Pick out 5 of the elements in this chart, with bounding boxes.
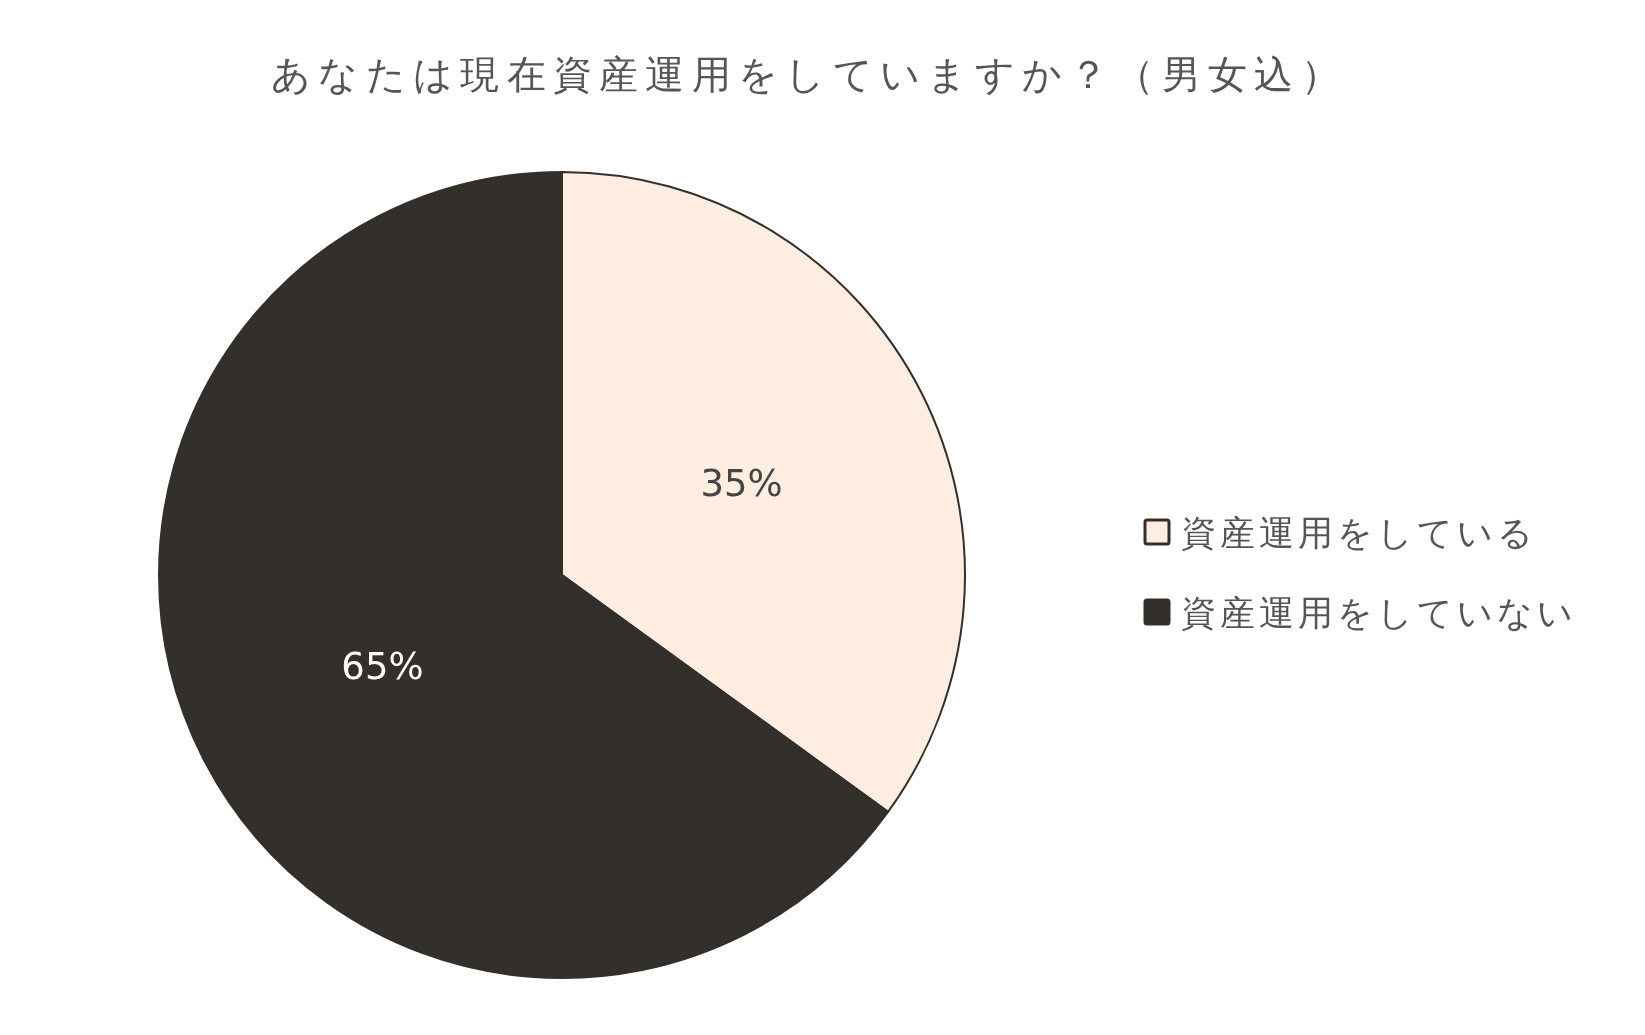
legend-label: 資産運用をしている [1181, 512, 1537, 553]
legend-label: 資産運用をしていない [1181, 592, 1577, 633]
chart-title: あなたは現在資産運用をしていますか？（男女込） [271, 51, 1347, 97]
data-label: 35% [700, 462, 783, 506]
data-label: 65% [341, 645, 424, 689]
